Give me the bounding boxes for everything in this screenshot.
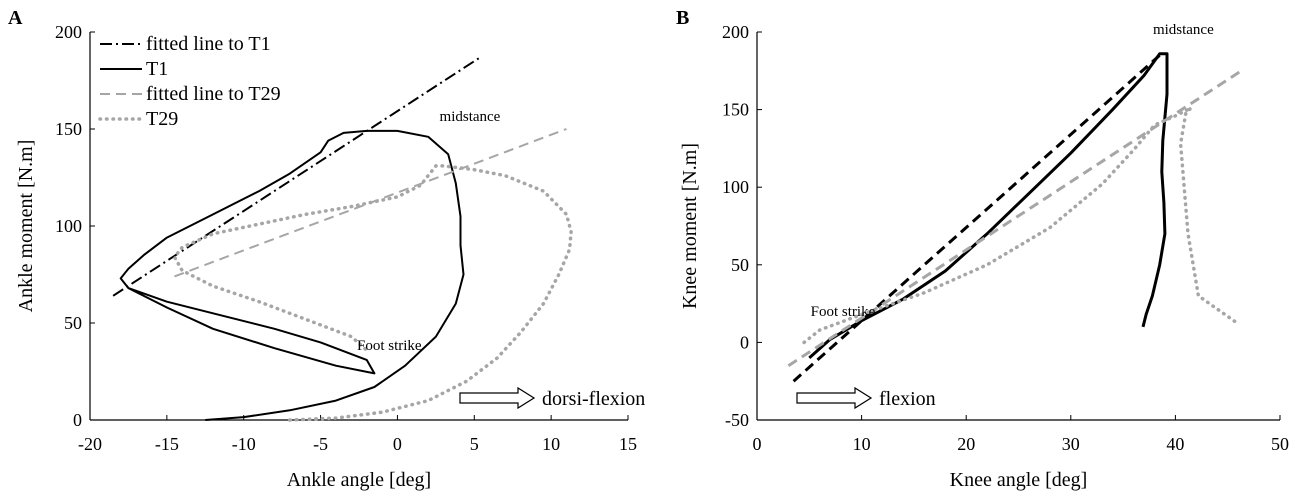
x-tick-label: 40 [1166,434,1184,454]
x-tick-label: 0 [393,434,402,454]
direction-arrow [796,386,873,410]
legend-entry: fitted line to T29 [146,83,281,105]
series-fitted-line-to-t29 [787,69,1243,367]
x-axis-label: Knee angle [deg] [950,469,1088,491]
x-tick-label: 15 [619,434,637,454]
x-tick-label: -20 [78,434,102,454]
x-tick-label: -15 [155,434,179,454]
panel-label: B [676,7,689,29]
panel-label: A [8,7,23,29]
series-fitted-line-to-t1 [112,56,481,297]
series-fitted-line-to-t1 [792,54,1161,383]
y-axis-label: Knee moment [N.m] [679,143,701,309]
x-tick-label: 50 [1271,434,1289,454]
annotation-label: Foot strike [357,338,422,354]
y-tick-label: 50 [731,255,749,275]
x-tick-label: -10 [232,434,256,454]
series-t1 [119,129,465,421]
series-t29 [172,164,573,422]
legend-entry: T1 [146,58,168,80]
y-tick-label: 0 [73,410,82,430]
y-tick-label: 0 [740,332,749,352]
y-tick-label: -50 [725,410,749,430]
y-tick-label: 200 [722,22,749,42]
annotation-label: Foot strike [811,304,876,320]
y-axis-label: Ankle moment [N.m] [15,140,37,313]
annotation-label: midstance [1153,22,1214,38]
x-tick-label: 10 [853,434,871,454]
legend-entry: T29 [146,108,178,130]
x-axis-label: Ankle angle [deg] [287,469,431,491]
x-tick-label: 5 [470,434,479,454]
legend-entry: fitted line to T1 [146,33,271,55]
y-tick-label: 100 [722,177,749,197]
y-tick-label: 150 [55,119,82,139]
direction-arrow [459,386,536,410]
y-tick-label: 100 [55,216,82,236]
series-t1 [808,52,1169,360]
x-tick-label: 20 [957,434,975,454]
y-tick-label: 150 [722,100,749,120]
y-tick-label: 50 [64,313,82,333]
x-tick-label: 0 [753,434,762,454]
annotation-label: midstance [440,109,501,125]
y-tick-label: 200 [55,22,82,42]
x-tick-label: 30 [1062,434,1080,454]
series-t29 [802,106,1240,345]
x-tick-label: 10 [542,434,560,454]
x-tick-label: -5 [313,434,328,454]
arrow-label: flexion [879,388,936,410]
arrow-label: dorsi-flexion [542,388,645,410]
